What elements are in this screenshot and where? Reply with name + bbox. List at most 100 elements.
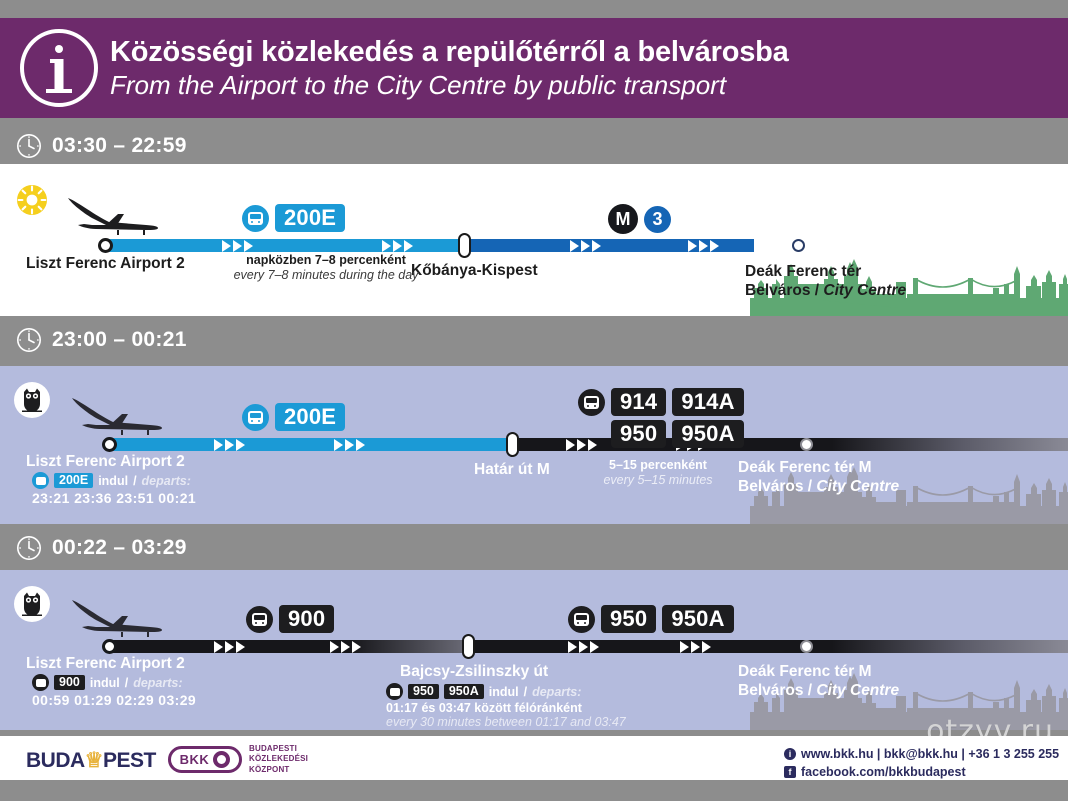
destination-name: Deák Ferenc tér [745,263,862,280]
section-daytime: 200E M 3 Liszt Ferenc Airport 2 Kőbánya-… [0,164,1068,316]
globe-icon: i [784,748,796,761]
route-number: 200E [275,204,346,233]
departures-route-badge-950: 950 [408,684,439,699]
route-number-950: 950 [601,605,657,634]
bkk-subtitle: BUDAPESTI KÖZLEKEDÉSI KÖZPONT [249,744,309,774]
line-badge-200e[interactable]: 200E [242,204,346,233]
route-leg-900-fade [350,640,470,653]
stop-label-interchange: Határ út M [474,461,550,478]
stop-marker-destination [800,640,813,653]
bkk-logo: BKK BUDAPESTI KÖZLEKEDÉSI KÖZPONT [168,744,308,775]
section-night: 900 950 950A Liszt Ferenc Airport 2 900 … [0,570,1068,730]
stop-label-interchange: Kőbánya-Kispest [411,262,538,279]
airplane-icon [72,398,162,435]
bus-icon [32,472,49,489]
destination-sub: Belváros / City Centre [745,282,907,300]
timeband-late-evening: 23:00 – 00:21 [0,322,1068,358]
bus-icon [578,388,605,416]
bkk-ring-icon [213,751,231,769]
route-leg-fade [832,438,1068,451]
stop-label-destination: Deák Ferenc tér Belváros / City Centre [745,262,906,301]
direction-chevrons [214,640,245,653]
route-leg-fade [832,640,1068,653]
destination-sub: Belváros / City Centre [738,478,900,496]
bus-icon [242,403,269,431]
stop-marker-destination [800,438,813,451]
page-header: Közösségi közlekedés a repülőtérről a be… [0,18,1068,118]
line-badge-m3[interactable]: M 3 [608,204,671,234]
clock-icon [17,134,41,158]
departures-label-hu: indul [98,473,129,488]
departures-origin: 900 indul / departs: 00:59 01:29 02:29 0… [32,674,197,708]
airplane-icon [72,600,162,637]
direction-chevrons [568,640,599,653]
page-title-hu: Közösségi közlekedés a repülőtérről a be… [110,36,789,69]
stop-label-origin: Liszt Ferenc Airport 2 [26,255,185,272]
departures-route-badge: 900 [54,675,85,690]
route-number-914a: 914A [672,388,744,417]
departures-interchange: 950 950A indul / departs: 01:17 és 03:47… [386,683,626,729]
frequency-note-leg2: 5–15 percenként every 5–15 minutes [603,458,713,487]
departures-label-en: departs: [133,675,183,690]
stop-label-destination: Deák Ferenc tér M Belváros / City Centre [738,458,899,497]
metro-line-number: 3 [644,205,671,233]
departures-label-hu: indul [488,684,519,699]
departures-label-en: departs: [532,684,582,699]
bkk-mark: BKK [179,752,210,768]
stop-label-origin: Liszt Ferenc Airport 2 [26,453,185,470]
destination-sub: Belváros / City Centre [738,682,900,700]
line-badge-900[interactable]: 900 [246,605,335,634]
direction-chevrons [688,239,719,252]
section-late-evening: 200E 914 914A 950 950A Liszt Ferenc Airp… [0,366,1068,524]
time-range-night: 00:22 – 03:29 [52,536,187,559]
time-range-daytime: 03:30 – 22:59 [52,134,187,157]
departure-times: 23:21 23:36 23:51 00:21 [32,490,197,506]
stop-marker-origin [102,639,117,654]
stop-marker-interchange [458,233,471,258]
contact-block: i www.bkk.hu | bkk@bkk.hu | +36 1 3 255 … [784,745,1059,781]
direction-chevrons [330,640,361,653]
direction-chevrons [566,438,597,451]
timeband-daytime: 03:30 – 22:59 [0,128,1068,164]
stop-marker-interchange [506,432,519,457]
timeband-night: 00:22 – 03:29 [0,530,1068,566]
destination-name: Deák Ferenc tér M [738,663,872,680]
route-number-950a: 950A [662,605,734,634]
stop-marker-origin [98,238,113,253]
page-title-en: From the Airport to the City Centre by p… [110,69,727,100]
budapest-logo: BUDA♕PEST [26,749,156,772]
direction-chevrons [214,438,245,451]
line-badges-950[interactable]: 950 950A [568,605,734,634]
stop-marker-origin [102,437,117,452]
clock-icon [17,536,41,560]
route-number-950: 950 [611,420,667,449]
stop-marker-destination [792,239,805,252]
contact-web[interactable]: www.bkk.hu | bkk@bkk.hu | +36 1 3 255 25… [801,747,1060,761]
stop-label-origin: Liszt Ferenc Airport 2 [26,655,185,672]
departures-label-en: departs: [141,473,191,488]
line-badges-night-buses[interactable]: 914 914A 950 950A [578,388,744,449]
route-number: 900 [279,605,335,634]
crown-icon: ♕ [84,749,104,772]
route-number-950a: 950A [672,420,744,449]
departures-route-badge-950a: 950A [443,684,484,699]
line-badge-200e[interactable]: 200E [242,403,346,432]
direction-chevrons [680,640,711,653]
clock-icon [17,328,41,352]
route-leg-200e [108,239,464,252]
route-number-914: 914 [611,388,667,417]
contact-facebook[interactable]: facebook.com/bkkbudapest [801,765,966,780]
airplane-icon [68,198,158,235]
frequency-note-leg1: napközben 7–8 percenként every 7–8 minut… [233,253,419,282]
info-icon [20,29,98,107]
departure-times: 00:59 01:29 02:29 03:29 [32,692,197,708]
bus-icon [32,674,49,691]
departures-note-en: every 30 minutes between 01:17 and 03:47 [386,715,626,729]
route-leg-m3 [464,239,754,252]
bus-icon [242,204,269,232]
departures-note-hu: 01:17 és 03:47 között félóránként [386,701,582,715]
route-leg-200e [112,438,512,451]
route-number: 200E [275,403,346,432]
direction-chevrons [222,239,253,252]
route-leg-950 [468,640,832,653]
